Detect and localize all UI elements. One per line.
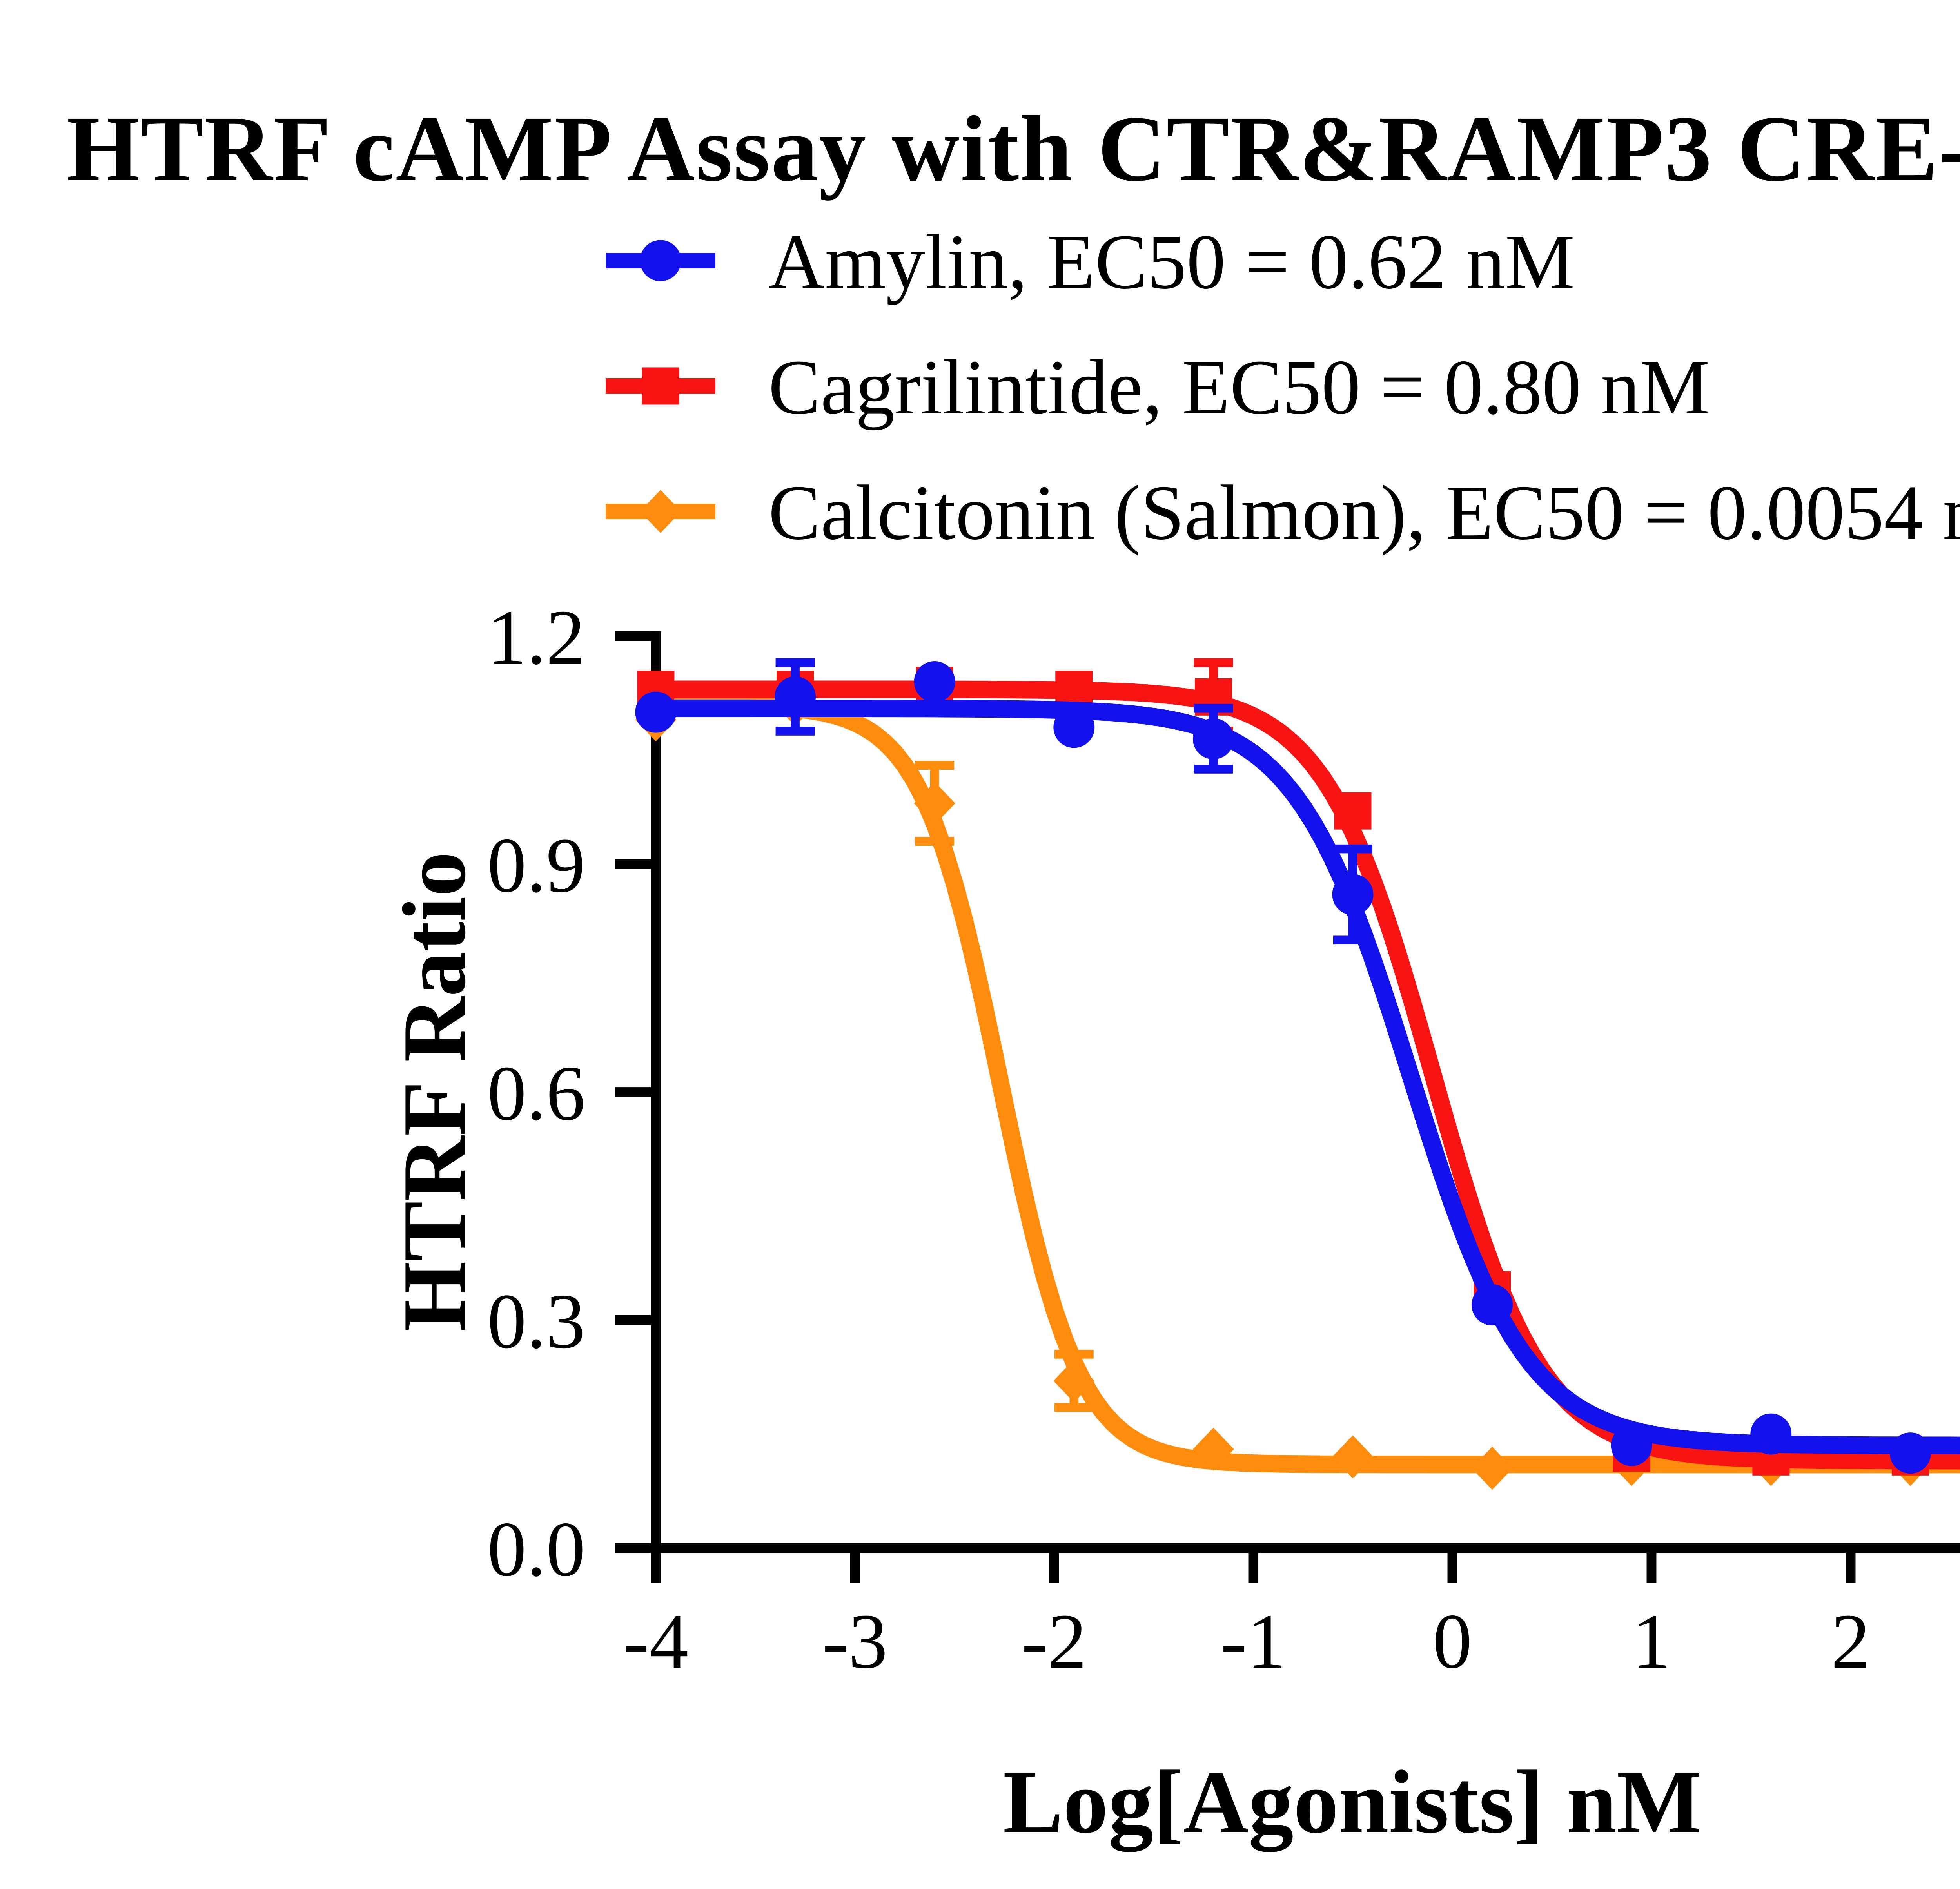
series-amylin-point-6	[1472, 1284, 1513, 1326]
legend: Amylin, EC50 = 0.62 nM Cagrilintide, EC5…	[600, 198, 1960, 574]
y-tick-label-0.0: 0.0	[487, 1506, 585, 1593]
series-calcitonin-salmon-point-6	[1472, 1447, 1513, 1490]
series-amylin-point-5	[1332, 874, 1374, 915]
y-tick-label-0.3: 0.3	[487, 1278, 585, 1365]
legend-label-cagrilintide: Cagrilintide, EC50 = 0.80 nM	[768, 342, 1710, 430]
legend-marker-shape	[642, 367, 679, 405]
chart-title: HTRF cAMP Assay with CTR&RAMP3 CRE-Luc C…	[67, 98, 1960, 202]
legend-item-amylin: Amylin, EC50 = 0.62 nM	[600, 198, 1960, 323]
series-calcitonin-salmon-point-4	[1192, 1427, 1234, 1471]
series-calcitonin-salmon-point-3	[1053, 1359, 1095, 1403]
x-tick-label--1: -1	[1221, 1598, 1286, 1685]
y-axis-title: HTRF Ratio	[384, 851, 484, 1332]
series-amylin-point-1	[775, 676, 816, 718]
legend-label-amylin: Amylin, EC50 = 0.62 nM	[768, 216, 1575, 305]
y-tick-label-0.9: 0.9	[487, 822, 585, 909]
legend-item-cagrilintide: Cagrilintide, EC50 = 0.80 nM	[600, 323, 1960, 449]
series-amylin-point-4	[1192, 718, 1234, 760]
x-tick-label-1: 1	[1632, 1598, 1671, 1685]
legend-marker-amylin-circle-icon	[606, 240, 715, 281]
x-axis-title: Log[Agonists] nM	[1003, 1752, 1702, 1852]
series-amylin-point-9	[1889, 1432, 1931, 1474]
series-amylin-point-7	[1611, 1425, 1652, 1466]
series-calcitonin-salmon-point-5	[1332, 1435, 1374, 1479]
series-amylin-point-2	[914, 661, 955, 703]
y-tick-label-0.6: 0.6	[487, 1050, 585, 1137]
x-tick-label--4: -4	[623, 1598, 689, 1685]
x-tick-label--3: -3	[822, 1598, 888, 1685]
x-tick-label-2: 2	[1831, 1598, 1870, 1685]
legend-marker-calcitonin-diamond-icon	[606, 490, 715, 533]
y-tick-label-1.2: 1.2	[487, 594, 585, 681]
series-amylin-group	[635, 658, 1960, 1474]
legend-marker-shape	[640, 240, 681, 281]
x-tick-label-0: 0	[1433, 1598, 1472, 1685]
series-amylin-point-8	[1750, 1413, 1792, 1455]
legend-item-calcitonin: Calcitonin (Salmon), EC50 = 0.0054 nM	[600, 449, 1960, 574]
series-cagrilintide-point-5	[1334, 792, 1372, 830]
legend-label-calcitonin: Calcitonin (Salmon), EC50 = 0.0054 nM	[768, 467, 1960, 556]
legend-marker-cagrilintide-square-icon	[606, 367, 715, 405]
series-amylin-point-0	[635, 691, 677, 733]
series-cagrilintide-curve	[647, 680, 1960, 1470]
legend-marker-shape	[640, 490, 681, 533]
series-amylin-curve	[647, 699, 1960, 1454]
series-amylin-point-3	[1053, 707, 1095, 748]
x-tick-label--2: -2	[1022, 1598, 1087, 1685]
